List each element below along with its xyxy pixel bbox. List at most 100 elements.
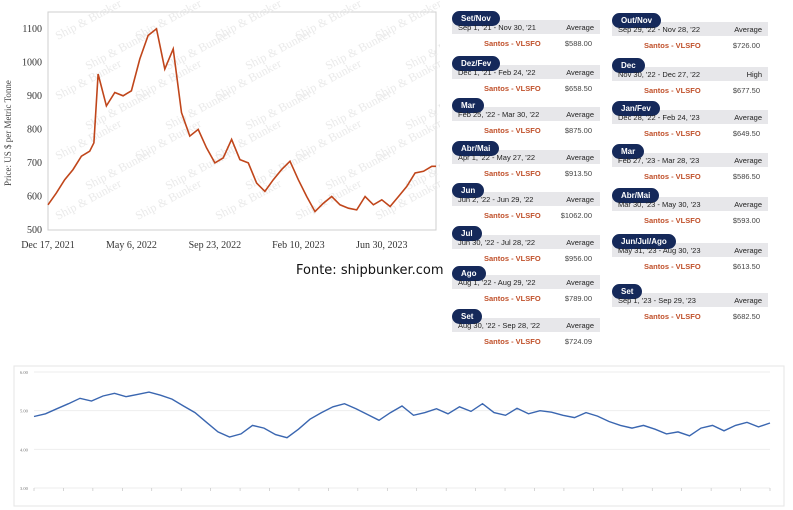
period-tag: Dez/Fev [452,56,501,71]
period-tag: Set [612,284,643,299]
port-fuel: Santos - VLSFO [484,211,541,220]
date-range: Jun 30, '22 - Jul 28, '22 [458,238,536,247]
price-card: Jun/Jul/Ago May 31, '23 - Aug 30, '23 Aver… [612,234,768,274]
price-value: $586.50 [732,172,760,181]
period-tag: Jun/Jul/Ago [612,234,676,249]
date-range: Aug 1, '22 - Aug 29, '22 [458,278,536,287]
price-value: $588.00 [564,39,592,48]
stat-kind: Average [734,156,762,165]
stat-kind: High [746,70,762,79]
price-value: $677.50 [732,86,760,95]
stat-kind: Average [734,25,762,34]
period-tag: Jun [452,183,485,198]
secondary-series-line [33,391,771,439]
port-fuel: Santos - VLSFO [644,172,701,181]
price-value: $956.00 [564,254,592,263]
port-fuel: Santos - VLSFO [484,294,541,303]
price-card: Abr/Mai Apr 1, '22 - May 27, '22 Average Sa… [452,141,600,181]
price-value: $593.00 [732,216,760,225]
date-range: Feb 25, '22 - Mar 30, '22 [458,110,540,119]
port-fuel: Santos - VLSFO [644,41,701,50]
stat-kind: Average [734,200,762,209]
period-tag: Ago [452,266,486,281]
date-range: Aug 30, '22 - Sep 28, '22 [458,321,541,330]
card-row-background [612,293,768,307]
source-caption: Fonte: shipbunker.com [296,263,444,278]
price-value: $789.00 [564,294,592,303]
port-fuel: Santos - VLSFO [644,216,701,225]
date-range: Apr 1, '22 - May 27, '22 [458,153,536,162]
stat-kind: Average [734,296,762,305]
stat-kind: Average [566,23,594,32]
y-tick-label: 6.00 [20,370,29,375]
y-axis-label: Price: US $ per Metric Tonne [3,80,13,186]
card-row-background [452,107,600,121]
y-tick-label: 800 [27,124,42,135]
period-tag: Out/Nov [612,13,662,28]
period-tag: Jul [452,226,482,241]
price-value: $682.50 [732,312,760,321]
price-value: $875.00 [564,126,592,135]
stat-kind: Average [566,195,594,204]
stat-kind: Average [734,246,762,255]
date-range: Nov 30, '22 - Dec 27, '22 [618,70,701,79]
card-row-background [612,67,768,81]
price-value: $658.50 [564,84,592,93]
port-fuel: Santos - VLSFO [484,126,541,135]
date-range: Sep 29, '22 - Nov 28, '22 [618,25,701,34]
y-tick-label: 4.00 [20,447,29,452]
y-tick-label: 1000 [22,57,42,68]
date-range: Jun 2, '22 - Jun 29, '22 [458,195,534,204]
price-card: Set Aug 30, '22 - Sep 28, '22 Average Santo… [452,309,600,349]
price-card: Abr/Mai Mar 30, '23 - May 30, '23 Average S… [612,188,768,228]
y-tick-label: 5.00 [20,409,29,414]
secondary-line-chart: 3.00 4.00 5.00 6.00 [13,365,785,507]
date-range: Sep 1, '21 - Nov 30, '21 [458,23,536,32]
card-row-background [452,235,600,249]
price-card: Jun Jun 2, '22 - Jun 29, '22 Average Santos… [452,183,600,223]
stat-kind: Average [566,153,594,162]
period-tag: Dec [612,58,645,73]
card-row-background [452,318,600,332]
port-fuel: Santos - VLSFO [644,129,701,138]
card-row-background [612,153,768,167]
bunker-price-chart: Ship & Bunker Ship & Bunker Ship & Bunker S… [3,0,440,251]
port-fuel: Santos - VLSFO [484,84,541,93]
price-card: Ago Aug 1, '22 - Aug 29, '22 Average Santos… [452,266,600,306]
port-fuel: Santos - VLSFO [644,312,701,321]
port-fuel: Santos - VLSFO [484,169,541,178]
price-value: $724.09 [564,337,592,346]
price-value: $613.50 [732,262,760,271]
price-card: Set/Nov Sep 1, '21 - Nov 30, '21 Average Sa… [452,11,600,51]
price-value: $1062.00 [560,211,592,220]
period-tag: Mar [612,144,645,159]
y-tick-label: 1100 [22,24,42,35]
x-tick-label: Dec 17, 2021 [21,240,75,251]
period-tag: Jan/Fev [612,101,660,116]
port-fuel: Santos - VLSFO [484,337,541,346]
period-tag: Mar [452,98,485,113]
price-card: Dez/Fev Dec 1, '21 - Feb 24, '22 Average Sa… [452,56,600,96]
price-card: Out/Nov Sep 29, '22 - Nov 28, '22 Average S… [612,13,768,53]
price-card: Set Sep 1, '23 - Sep 29, '23 Average Santos… [612,284,768,324]
card-row-background [452,275,600,289]
stat-kind: Average [566,278,594,287]
port-fuel: Santos - VLSFO [484,254,541,263]
date-range: Dec 1, '21 - Feb 24, '22 [458,68,536,77]
price-card: Jul Jun 30, '22 - Jul 28, '22 Average Santo… [452,226,600,266]
y-tick-label: 500 [27,225,42,236]
stat-kind: Average [566,238,594,247]
date-range: Sep 1, '23 - Sep 29, '23 [618,296,696,305]
period-tag: Set/Nov [452,11,500,26]
stat-kind: Average [566,68,594,77]
period-tag: Set [452,309,483,324]
date-range: Dec 28, '22 - Feb 24, '23 [618,113,700,122]
x-tick-label: Sep 23, 2022 [189,240,242,251]
port-fuel: Santos - VLSFO [484,39,541,48]
price-value: $649.50 [732,129,760,138]
x-tick-label: Feb 10, 2023 [272,240,325,251]
x-tick-label: Jun 30, 2023 [356,240,407,251]
card-row-background [452,192,600,206]
stat-kind: Average [566,321,594,330]
y-tick-label: 900 [27,91,42,102]
